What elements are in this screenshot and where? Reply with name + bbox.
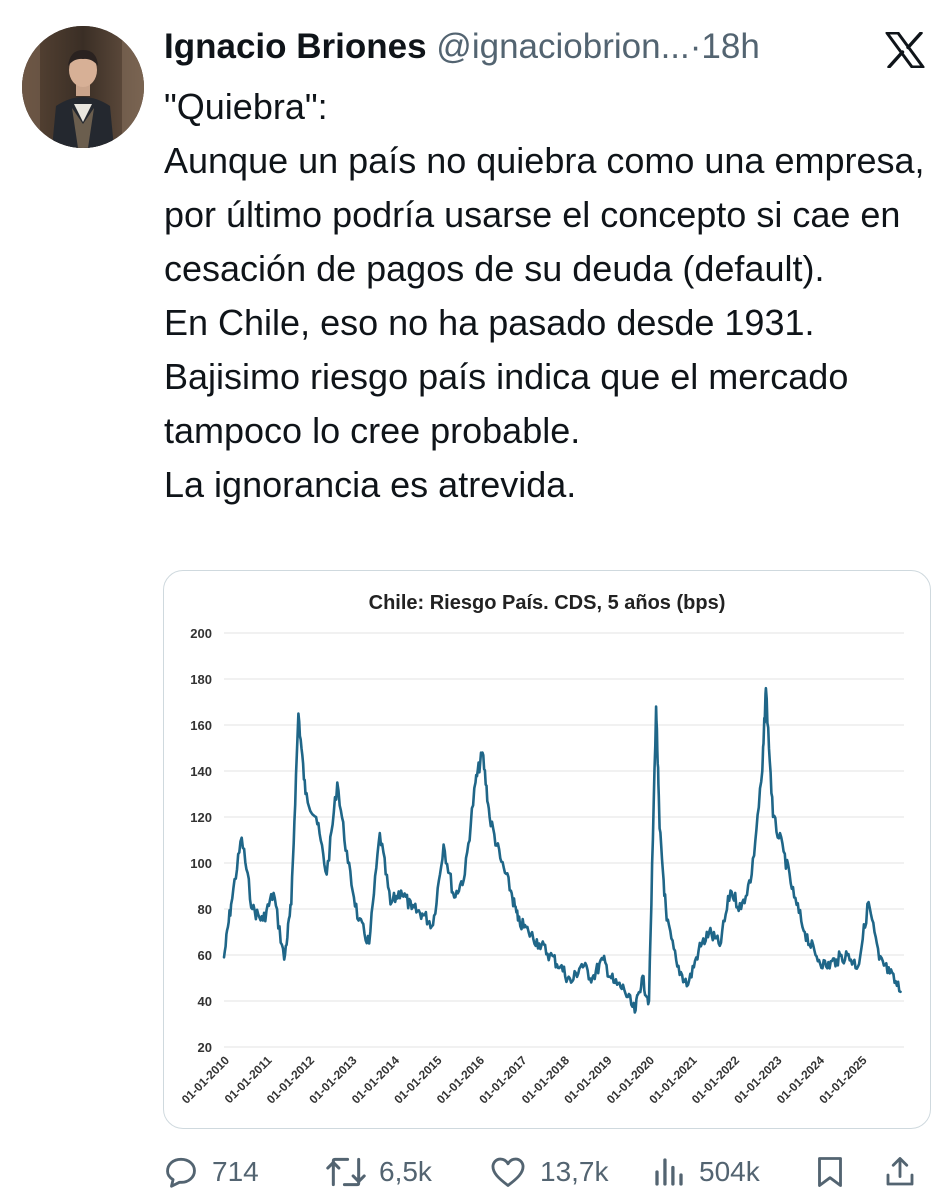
- tweet-text: "Quiebra": Aunque un país no quiebra com…: [164, 86, 925, 505]
- heart-icon: [491, 1157, 525, 1187]
- y-tick-label: 140: [190, 764, 212, 779]
- views-chart-icon: [655, 1158, 683, 1186]
- header-separator: ·: [689, 27, 702, 66]
- repost-count: 6,5k: [379, 1156, 432, 1187]
- y-tick-label: 180: [190, 672, 212, 687]
- tweet-header: Ignacio Briones @ignaciobrion...·18h: [164, 26, 864, 68]
- chart-title: Chile: Riesgo País. CDS, 5 años (bps): [369, 592, 726, 614]
- reply-button[interactable]: 714: [162, 1148, 259, 1196]
- y-tick-label: 20: [198, 1040, 212, 1055]
- author-handle[interactable]: @ignaciobrion...: [436, 27, 690, 66]
- y-tick-label: 60: [198, 948, 212, 963]
- series-line-cds: [222, 686, 902, 1014]
- like-count: 13,7k: [540, 1156, 609, 1187]
- bookmark-icon: [818, 1157, 842, 1187]
- reply-count: 714: [212, 1156, 259, 1187]
- author-name[interactable]: Ignacio Briones: [164, 27, 427, 66]
- y-tick-label: 100: [190, 856, 212, 871]
- x-logo-icon: [885, 31, 925, 69]
- reply-icon: [166, 1157, 196, 1188]
- bookmark-button[interactable]: [812, 1148, 848, 1196]
- y-tick-label: 80: [198, 902, 212, 917]
- share-button[interactable]: [882, 1148, 918, 1196]
- repost-icon: [326, 1157, 366, 1187]
- y-tick-label: 200: [190, 626, 212, 641]
- y-tick-label: 40: [198, 994, 212, 1009]
- y-axis-ticks: 20 40 60 80 100 120 140 160 180 200: [190, 626, 212, 1055]
- tweet-media-chart[interactable]: Chile: Riesgo País. CDS, 5 años (bps) 20…: [163, 570, 931, 1129]
- tweet-actions: 714 6,5k 13,7k 504k: [0, 1148, 951, 1196]
- views-button[interactable]: 504k: [651, 1148, 760, 1196]
- chart-grid: [224, 632, 904, 1048]
- cds-chart: Chile: Riesgo País. CDS, 5 años (bps) 20…: [179, 592, 904, 1107]
- share-icon: [886, 1157, 914, 1186]
- x-axis-ticks: 01-01-201001-01-201101-01-201201-01-2013…: [179, 1053, 870, 1107]
- avatar-photo: [22, 26, 144, 148]
- author-avatar[interactable]: [22, 26, 144, 148]
- like-button[interactable]: 13,7k: [488, 1148, 609, 1196]
- tweet-time[interactable]: 18h: [701, 27, 760, 66]
- views-count: 504k: [699, 1156, 760, 1187]
- y-tick-label: 120: [190, 810, 212, 825]
- repost-button[interactable]: 6,5k: [325, 1148, 432, 1196]
- y-tick-label: 160: [190, 718, 212, 733]
